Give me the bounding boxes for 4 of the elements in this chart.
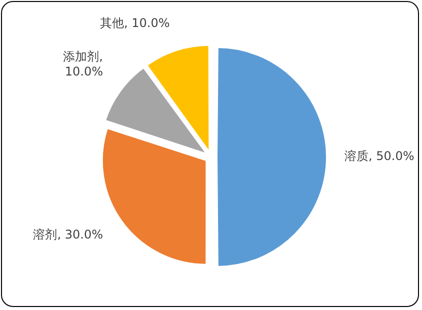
slice-label: 溶质, 50.0% <box>344 149 414 164</box>
slice-label: 其他, 10.0% <box>100 16 170 30</box>
slice-label: 溶剂, 30.0% <box>33 228 103 242</box>
slice-label: 添加剂, 10.0% <box>63 50 103 79</box>
